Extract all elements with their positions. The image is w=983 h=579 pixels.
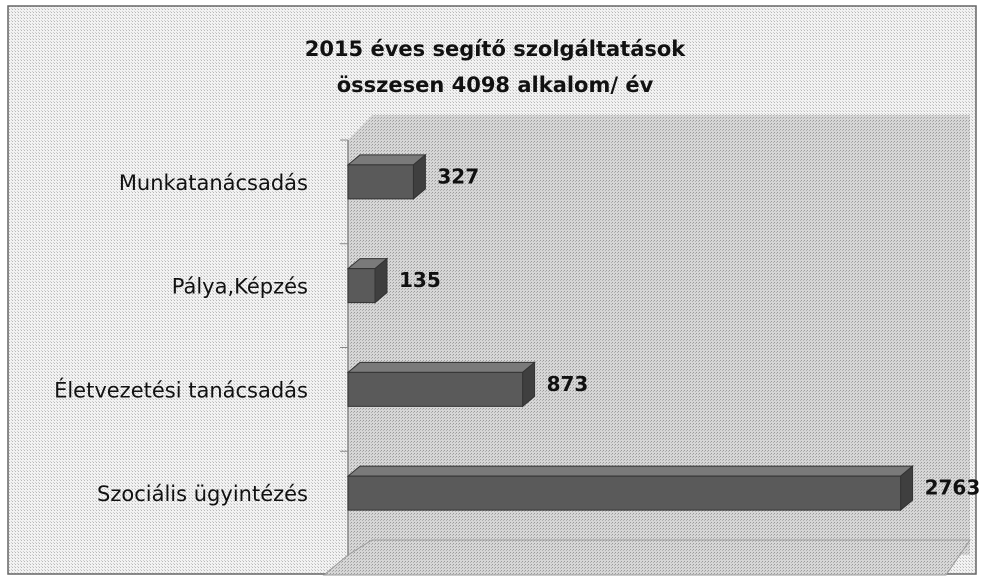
bar	[346, 257, 389, 304]
floor	[322, 539, 971, 576]
y-tick-label: Pálya,Képzés	[172, 275, 308, 299]
bar-front	[347, 371, 524, 407]
chart-subtitle: összesen 4098 alkalom/ év	[337, 73, 654, 97]
bar	[346, 153, 427, 200]
value-label: 135	[399, 268, 441, 292]
bar-front	[347, 268, 376, 304]
back-wall	[348, 115, 970, 555]
value-label: 2763	[925, 476, 981, 500]
y-tick-label: Életvezetési tanácsadás	[54, 377, 308, 402]
y-tick-label: Munkatanácsadás	[119, 171, 308, 195]
bar-front	[347, 475, 902, 511]
bar	[346, 361, 536, 408]
bar	[346, 465, 914, 512]
chart-title: 2015 éves segítő szolgáltatások	[305, 37, 687, 61]
bar-top	[346, 465, 914, 477]
value-label: 327	[437, 164, 479, 188]
bar-front	[347, 164, 414, 200]
bar-top	[346, 361, 536, 373]
value-label: 873	[547, 372, 589, 396]
y-tick-label: Szociális ügyintézés	[97, 482, 308, 506]
bar-top	[346, 154, 427, 166]
